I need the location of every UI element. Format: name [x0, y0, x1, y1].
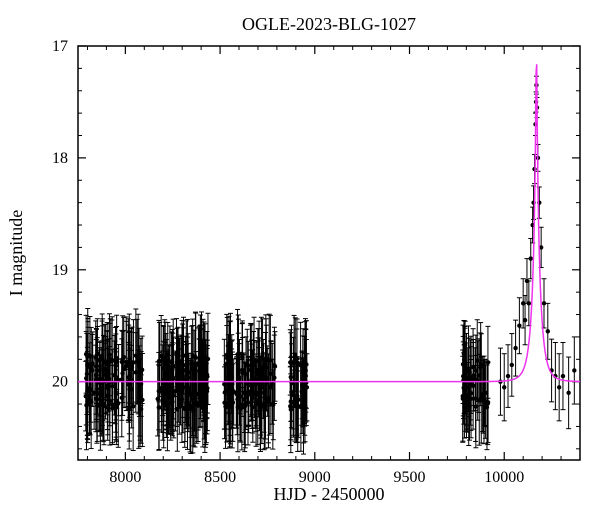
svg-text:10000: 10000 — [484, 469, 524, 486]
svg-text:18: 18 — [52, 150, 68, 167]
lightcurve-chart: OGLE-2023-BLG-1027 HJD - 2450000 I magni… — [0, 0, 600, 512]
data-points — [83, 76, 577, 454]
svg-text:8500: 8500 — [204, 469, 236, 486]
chart-svg: OGLE-2023-BLG-1027 HJD - 2450000 I magni… — [0, 0, 600, 512]
x-axis-label: HJD - 2450000 — [274, 484, 385, 504]
svg-text:9000: 9000 — [299, 469, 331, 486]
chart-title: OGLE-2023-BLG-1027 — [242, 14, 416, 34]
model-curve — [78, 64, 580, 381]
svg-text:20: 20 — [52, 374, 68, 391]
svg-text:19: 19 — [52, 262, 68, 279]
svg-text:8000: 8000 — [109, 469, 141, 486]
svg-text:9500: 9500 — [394, 469, 426, 486]
svg-text:17: 17 — [52, 38, 68, 55]
y-axis-label: I magnitude — [6, 210, 26, 296]
